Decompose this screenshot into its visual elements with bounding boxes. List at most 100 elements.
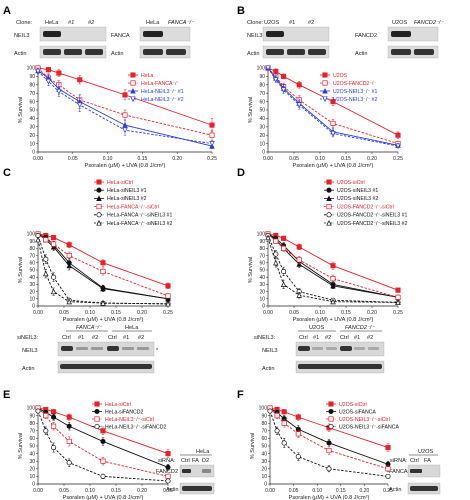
legend-label: HeLa-siNEIL3 #2 <box>107 196 147 202</box>
y-tick-label: 10 <box>29 141 35 147</box>
legend-entry: HeLa-siNEIL3 #1 <box>94 187 147 194</box>
y-tick-label: 30 <box>29 459 35 465</box>
legend-label: HeLa-NEIL3⁻/⁻ #2 <box>141 97 184 103</box>
y-tick-label: 60 <box>29 261 35 267</box>
legend-label: U2OS-siCtrl <box>337 180 365 186</box>
x-axis-label: Psoralen (μM) + UVA (0.8 J/cm²) <box>293 163 374 169</box>
data-point <box>165 464 171 470</box>
y-tick-label: 100 <box>27 66 36 72</box>
x-tick-label: 0.25 <box>383 488 393 494</box>
x-tick-label: 0.20 <box>367 310 377 316</box>
data-point <box>43 237 49 243</box>
data-point <box>45 78 52 85</box>
blot-c-sineil3-label: siNEIL3: <box>17 335 39 341</box>
y-tick-label: 90 <box>259 239 265 245</box>
series-2 <box>35 405 171 479</box>
blot-b2-col-1: U2OS <box>392 20 408 26</box>
y-tick-label: 90 <box>29 413 35 419</box>
y-tick-label: 20 <box>29 133 35 139</box>
y-tick-label: 70 <box>29 429 35 435</box>
y-tick-label: 20 <box>259 133 265 139</box>
data-point <box>100 260 106 266</box>
data-point <box>265 65 271 71</box>
blot-d-col-1: Ctrl <box>299 335 308 341</box>
blot-a2-col-1: HeLa <box>146 20 160 26</box>
y-tick-label: 80 <box>29 246 35 252</box>
y-tick-label: 0 <box>32 150 35 156</box>
legend-label: HeLa-NEIL3⁻/⁻-siFANCD2 <box>105 424 167 430</box>
y-axis-label: % Survival <box>18 433 24 459</box>
blot-c-asterisk: * <box>156 348 159 354</box>
data-point <box>100 268 106 274</box>
y-tick-label: 40 <box>259 116 265 122</box>
x-tick-label: 0.25 <box>163 488 173 494</box>
data-point <box>51 274 57 280</box>
data-point <box>66 460 72 466</box>
y-tick-label: 0 <box>262 304 265 310</box>
data-point <box>274 413 280 419</box>
data-point <box>330 130 336 137</box>
x-axis-label: Psoralen (μM) + UVA (0.8 J/cm²) <box>63 495 144 500</box>
legend-marker <box>96 212 102 218</box>
blot-c-col-3: #2 <box>92 335 98 341</box>
blot-d-group-2: FANCD2⁻/⁻ <box>345 325 375 331</box>
data-point <box>395 143 401 150</box>
blot-d-col-2: #1 <box>313 335 319 341</box>
blot-e-col-1: Ctrl <box>181 458 190 464</box>
legend-entry: U2OS-FANCD2⁻/⁻ <box>320 80 376 87</box>
panel-label-b: B <box>237 5 245 17</box>
data-point <box>330 263 336 269</box>
blot-b-row-2: Actin <box>247 51 259 57</box>
legend-label: U2OS-siCtrl <box>339 402 367 408</box>
data-point <box>281 420 287 426</box>
data-point <box>66 262 72 269</box>
data-point <box>66 423 72 429</box>
y-tick-label: 70 <box>259 253 265 259</box>
legend-marker <box>328 416 334 422</box>
axes <box>267 234 398 307</box>
x-tick-label: 0.00 <box>33 310 43 316</box>
x-tick-label: 0.25 <box>393 156 403 162</box>
y-tick-label: 70 <box>29 91 35 97</box>
legend-label: U2OS-NEIL3⁻/⁻-siCtrl <box>339 417 390 423</box>
x-tick-label: 0.05 <box>59 488 69 494</box>
legend-entry: U2OS-NEIL3⁻/⁻-siCtrl <box>326 416 390 423</box>
data-point <box>51 409 57 415</box>
legend-label: HeLa-siCtrl <box>107 180 133 186</box>
y-tick-label: 20 <box>261 467 267 473</box>
data-point <box>281 268 287 274</box>
blot-e-group: HeLa <box>196 449 210 455</box>
data-point <box>280 87 287 93</box>
legend-label: U2OS-FANCD2⁻/⁻-siNEIL3 #1 <box>337 213 407 219</box>
blot-a-col-1: HeLa <box>45 20 59 26</box>
y-axis-label: % Survival <box>250 433 256 459</box>
data-point <box>77 77 83 83</box>
chart-b-survival: 0 10 20 30 40 50 60 70 80 90 100 0.00 0.05 0.10 0.15 0.… <box>248 65 403 169</box>
legend-label: HeLa-siNEIL3 #1 <box>107 188 147 194</box>
data-point <box>280 281 287 287</box>
legend-marker <box>326 212 332 218</box>
legend-label: HeLa-siCtrl <box>105 402 131 408</box>
legend-marker <box>130 88 136 94</box>
blot-f-col-1: Ctrl <box>410 458 419 464</box>
legend-label: U2OS-FANCD2⁻/⁻-siCtrl <box>337 204 394 210</box>
y-tick-label: 10 <box>259 297 265 303</box>
data-point <box>76 102 83 108</box>
y-tick-label: 100 <box>27 406 36 412</box>
data-point <box>385 466 391 472</box>
data-point <box>296 257 302 263</box>
y-tick-label: 80 <box>259 246 265 252</box>
x-tick-label: 0.05 <box>289 488 299 494</box>
data-point <box>43 256 49 262</box>
x-tick-label: 0.25 <box>207 156 217 162</box>
x-tick-label: 0.25 <box>163 310 173 316</box>
blot-f: U2OS siRNA: Ctrl FA FANCA Actin <box>389 449 441 495</box>
legend-label: HeLa-siFANCD2 <box>105 409 143 415</box>
x-tick-label: 0.25 <box>393 310 403 316</box>
data-point <box>296 102 302 108</box>
data-point <box>165 451 171 457</box>
data-point <box>165 473 171 479</box>
blot-e-col-2: FA <box>192 458 199 464</box>
